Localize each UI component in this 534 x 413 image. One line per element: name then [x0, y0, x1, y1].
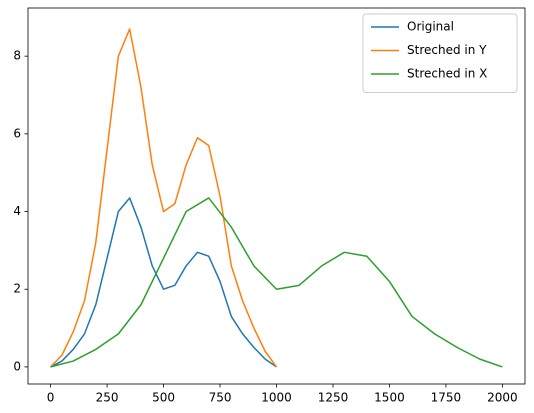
x-tick-label: 2000 — [487, 391, 518, 405]
axes-frame — [27, 7, 526, 385]
legend-label: Streched in X — [407, 67, 487, 81]
y-tick-label: 0 — [13, 359, 21, 373]
x-tick-label: 1500 — [374, 391, 405, 405]
x-tick-label: 250 — [96, 391, 119, 405]
legend-label: Original — [407, 20, 454, 34]
x-tick-label: 750 — [209, 391, 232, 405]
line — [50, 28, 278, 368]
line — [50, 197, 503, 368]
legend-box — [362, 13, 518, 93]
x-tick-label: 1750 — [431, 391, 462, 405]
x-tick-label: 0 — [47, 391, 55, 405]
y-tick-label: 4 — [13, 204, 21, 218]
x-tick-label: 1250 — [318, 391, 349, 405]
x-tick-label: 1000 — [261, 391, 292, 405]
legend-label: Streched in Y — [407, 43, 487, 57]
line — [50, 197, 277, 368]
y-tick-label: 2 — [13, 282, 21, 296]
x-tick-label: 500 — [152, 391, 175, 405]
y-tick-label: 8 — [13, 49, 21, 63]
y-tick-label: 6 — [13, 126, 21, 140]
